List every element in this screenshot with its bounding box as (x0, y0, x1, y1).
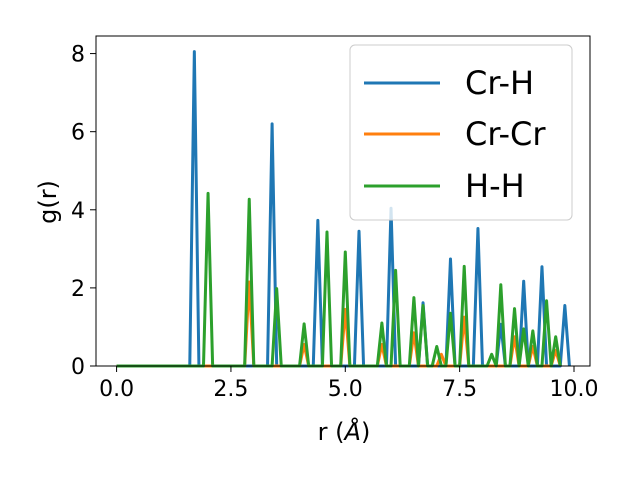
y-tick-label: 4 (71, 199, 85, 224)
y-tick-label: 0 (71, 355, 85, 380)
x-tick-label: 2.5 (213, 377, 248, 402)
legend: Cr-H Cr-Cr H-H (349, 44, 573, 221)
series-line-cr-cr (116, 280, 562, 368)
plot-frame (95, 35, 591, 367)
y-tick-label: 2 (71, 277, 85, 302)
x-tick-label: 0.0 (99, 377, 134, 402)
axis-ticks: 0.0 2.5 5.0 7.5 10.0 0 2 4 6 8 (71, 43, 598, 402)
y-axis-label: g(r) (34, 180, 62, 224)
y-tick-label: 6 (71, 121, 85, 146)
legend-label-cr-cr: Cr-Cr (465, 115, 546, 153)
legend-box (349, 44, 573, 221)
x-axis-label-close: ) (361, 418, 370, 446)
legend-label-h-h: H-H (465, 167, 525, 205)
x-tick-label: 7.5 (442, 377, 477, 402)
x-tick-label: 10.0 (549, 377, 598, 402)
x-axis-label-unit: Å (343, 417, 361, 446)
x-axis-label: r (Å) (318, 417, 371, 446)
x-tick-label: 5.0 (328, 377, 363, 402)
legend-label-cr-h: Cr-H (465, 64, 534, 102)
x-axis-label-text: r ( (318, 418, 345, 446)
y-tick-label: 8 (71, 43, 85, 68)
